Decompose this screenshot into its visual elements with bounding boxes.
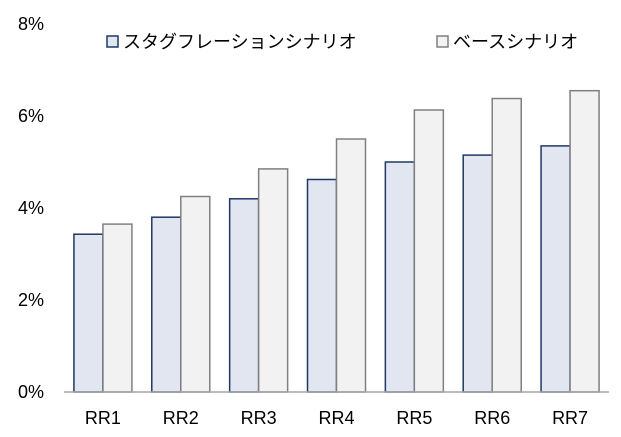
x-tick-label: RR4 (318, 408, 354, 428)
bar-series1-rr3 (228, 198, 260, 393)
bar-series1-rr4 (306, 178, 338, 393)
bar-series2-rr4 (335, 138, 367, 393)
y-tick-label: 0% (18, 382, 44, 402)
y-axis-ticks: 0% 2% 4% 6% 8% (18, 14, 44, 402)
x-tick-label: RR5 (396, 408, 432, 428)
legend-swatch-series1 (106, 35, 119, 48)
x-tick-label: RR6 (474, 408, 510, 428)
x-tick-label: RR3 (241, 408, 277, 428)
bar-series1-rr6 (462, 154, 493, 393)
bar-series2-rr3 (257, 168, 289, 393)
bar-series2-rr5 (413, 109, 445, 393)
y-tick-label: 6% (18, 106, 44, 126)
y-tick-label: 4% (18, 198, 44, 218)
legend: スタグフレーションシナリオ ベースシナリオ (106, 32, 578, 53)
legend-label-series2: ベースシナリオ (453, 32, 578, 53)
bar-series1-rr5 (384, 161, 416, 393)
bar-series2-rr2 (180, 195, 211, 393)
bar-series1-rr7 (540, 145, 571, 393)
y-tick-label: 2% (18, 290, 44, 310)
x-tick-label: RR7 (552, 408, 588, 428)
bar-series2-rr7 (569, 89, 600, 393)
bar-series1-rr2 (151, 216, 182, 393)
x-tick-label: RR1 (85, 408, 121, 428)
legend-label-series1: スタグフレーションシナリオ (123, 32, 357, 53)
bar-series1-rr1 (73, 233, 104, 393)
x-axis-ticks: RR1 RR2 RR3 RR4 RR5 RR6 RR7 (85, 408, 588, 428)
legend-swatch-series2 (436, 35, 449, 48)
y-tick-label: 8% (18, 14, 44, 34)
bars-group (73, 89, 600, 393)
bar-series2-rr1 (102, 223, 133, 393)
bar-series2-rr6 (491, 97, 522, 393)
x-tick-label: RR2 (163, 408, 199, 428)
